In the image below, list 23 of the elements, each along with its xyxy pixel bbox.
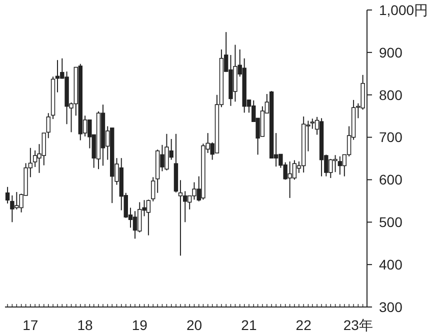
y-tick-label: 300 <box>379 298 403 315</box>
candlestick <box>146 199 151 236</box>
candlestick <box>132 210 138 240</box>
y-tick-label: 600 <box>379 172 403 188</box>
y-tick-label: 400 <box>379 256 403 272</box>
x-tick-label: 20 <box>186 317 202 333</box>
candlestick <box>32 150 38 168</box>
candlestick <box>5 186 10 204</box>
candlestick <box>46 112 50 139</box>
y-tick-label: 1,000円 <box>379 2 428 18</box>
candlestick <box>178 180 183 256</box>
x-tick-label: 17 <box>22 317 38 333</box>
y-tick-label: 500 <box>379 214 403 230</box>
y-tick-label: 800 <box>379 86 403 103</box>
y-tick-label: 700 <box>379 129 403 146</box>
candlestick <box>150 176 156 202</box>
x-tick-label: 23年 <box>343 317 373 333</box>
x-tick-label: 22 <box>296 317 312 333</box>
x-tick-label: 21 <box>241 317 257 333</box>
y-tick-label: 900 <box>379 44 403 60</box>
x-tick-label: 18 <box>77 317 94 333</box>
candlestick <box>338 156 342 176</box>
x-tick-label: 19 <box>132 317 148 333</box>
